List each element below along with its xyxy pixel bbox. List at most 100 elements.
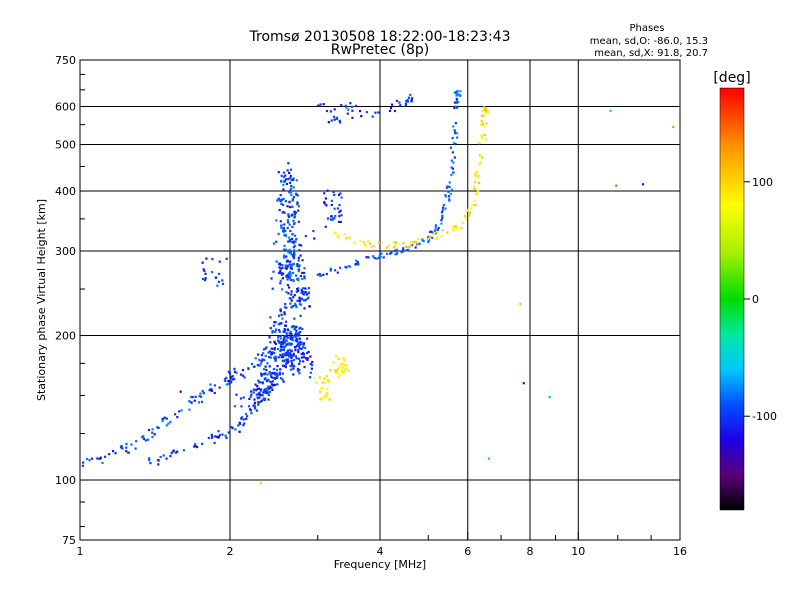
echo-point <box>325 204 328 207</box>
echo-point <box>292 196 296 199</box>
echo-point <box>283 311 286 314</box>
x-tick-label: 4 <box>377 545 384 558</box>
echo-point <box>284 178 287 181</box>
echo-point <box>262 348 266 351</box>
echo-point <box>333 108 336 111</box>
echo-point <box>274 355 277 358</box>
echo-point <box>335 116 339 119</box>
echo-point <box>211 258 214 261</box>
echo-point <box>290 356 293 360</box>
echo-point <box>148 459 151 462</box>
echo-point <box>176 450 179 453</box>
echo-point <box>377 241 381 244</box>
echo-point <box>291 225 294 229</box>
echo-point <box>211 270 214 274</box>
echo-point <box>300 347 303 351</box>
echo-point <box>279 334 282 338</box>
echo-point <box>247 405 251 408</box>
echo-point <box>289 274 292 277</box>
echo-point <box>301 271 304 274</box>
echo-point <box>337 193 341 197</box>
echo-point <box>297 345 301 348</box>
echo-point <box>392 241 395 244</box>
echo-point <box>199 395 203 398</box>
echo-point <box>296 369 300 373</box>
echo-point <box>485 108 488 112</box>
echo-point <box>345 106 348 109</box>
echo-point <box>406 98 409 101</box>
echo-point <box>303 275 306 278</box>
echo-point <box>294 336 297 339</box>
echo-point <box>142 437 146 440</box>
echo-point <box>280 272 284 275</box>
echo-point <box>281 372 285 375</box>
echo-point <box>279 343 283 346</box>
echo-point <box>225 257 228 260</box>
echo-point <box>455 97 458 101</box>
echo-point <box>450 173 453 177</box>
echo-point <box>292 278 295 282</box>
echo-point <box>333 118 336 121</box>
echo-point <box>333 231 336 234</box>
echo-point <box>213 391 216 395</box>
echo-point <box>411 240 414 244</box>
echo-point <box>292 257 296 260</box>
echo-point <box>188 408 191 411</box>
echo-point <box>290 293 293 296</box>
echo-point <box>269 316 272 319</box>
echo-point <box>299 254 302 257</box>
echo-point <box>296 201 299 204</box>
echo-point <box>277 339 280 342</box>
echo-point <box>290 355 294 358</box>
echo-point <box>299 360 302 363</box>
echo-point <box>440 222 443 225</box>
echo-point <box>293 251 296 254</box>
echo-point <box>273 356 276 359</box>
echo-point <box>449 192 452 195</box>
echo-point <box>283 335 286 339</box>
echo-point <box>452 171 455 174</box>
echo-point <box>307 296 310 299</box>
echo-point <box>328 379 331 382</box>
echo-point <box>279 267 282 270</box>
echo-point <box>432 232 435 235</box>
echo-point <box>270 373 273 377</box>
echo-point <box>287 251 290 254</box>
echo-point <box>291 365 294 368</box>
echo-point <box>253 401 257 404</box>
echo-point <box>269 385 272 388</box>
echo-point <box>323 381 326 384</box>
echo-point <box>281 364 285 367</box>
echo-point <box>281 359 284 362</box>
echo-point <box>262 352 265 355</box>
echo-point <box>273 242 276 245</box>
echo-point <box>281 378 284 381</box>
echo-point <box>446 185 449 188</box>
echo-point <box>451 167 455 170</box>
echo-point <box>478 141 481 144</box>
echo-point <box>472 184 476 188</box>
echo-point <box>293 221 296 225</box>
echo-point <box>279 279 282 282</box>
echo-point <box>279 263 282 266</box>
echo-point <box>286 354 289 357</box>
echo-point <box>240 416 244 419</box>
echo-point <box>336 207 339 210</box>
echo-point <box>399 104 402 107</box>
echo-point <box>291 336 294 339</box>
echo-point <box>82 461 85 464</box>
echo-point <box>363 243 366 246</box>
echo-point <box>466 209 469 212</box>
echo-point <box>291 363 294 366</box>
echo-point <box>208 388 211 392</box>
echo-point <box>453 106 456 110</box>
x-tick-label: 6 <box>464 545 471 558</box>
echo-point <box>281 348 284 351</box>
echo-point <box>201 261 204 264</box>
echo-point <box>417 243 420 246</box>
echo-point <box>276 347 279 351</box>
echo-point <box>294 333 297 336</box>
echo-point <box>332 191 335 194</box>
echo-point <box>451 136 454 140</box>
echo-point <box>272 347 275 350</box>
